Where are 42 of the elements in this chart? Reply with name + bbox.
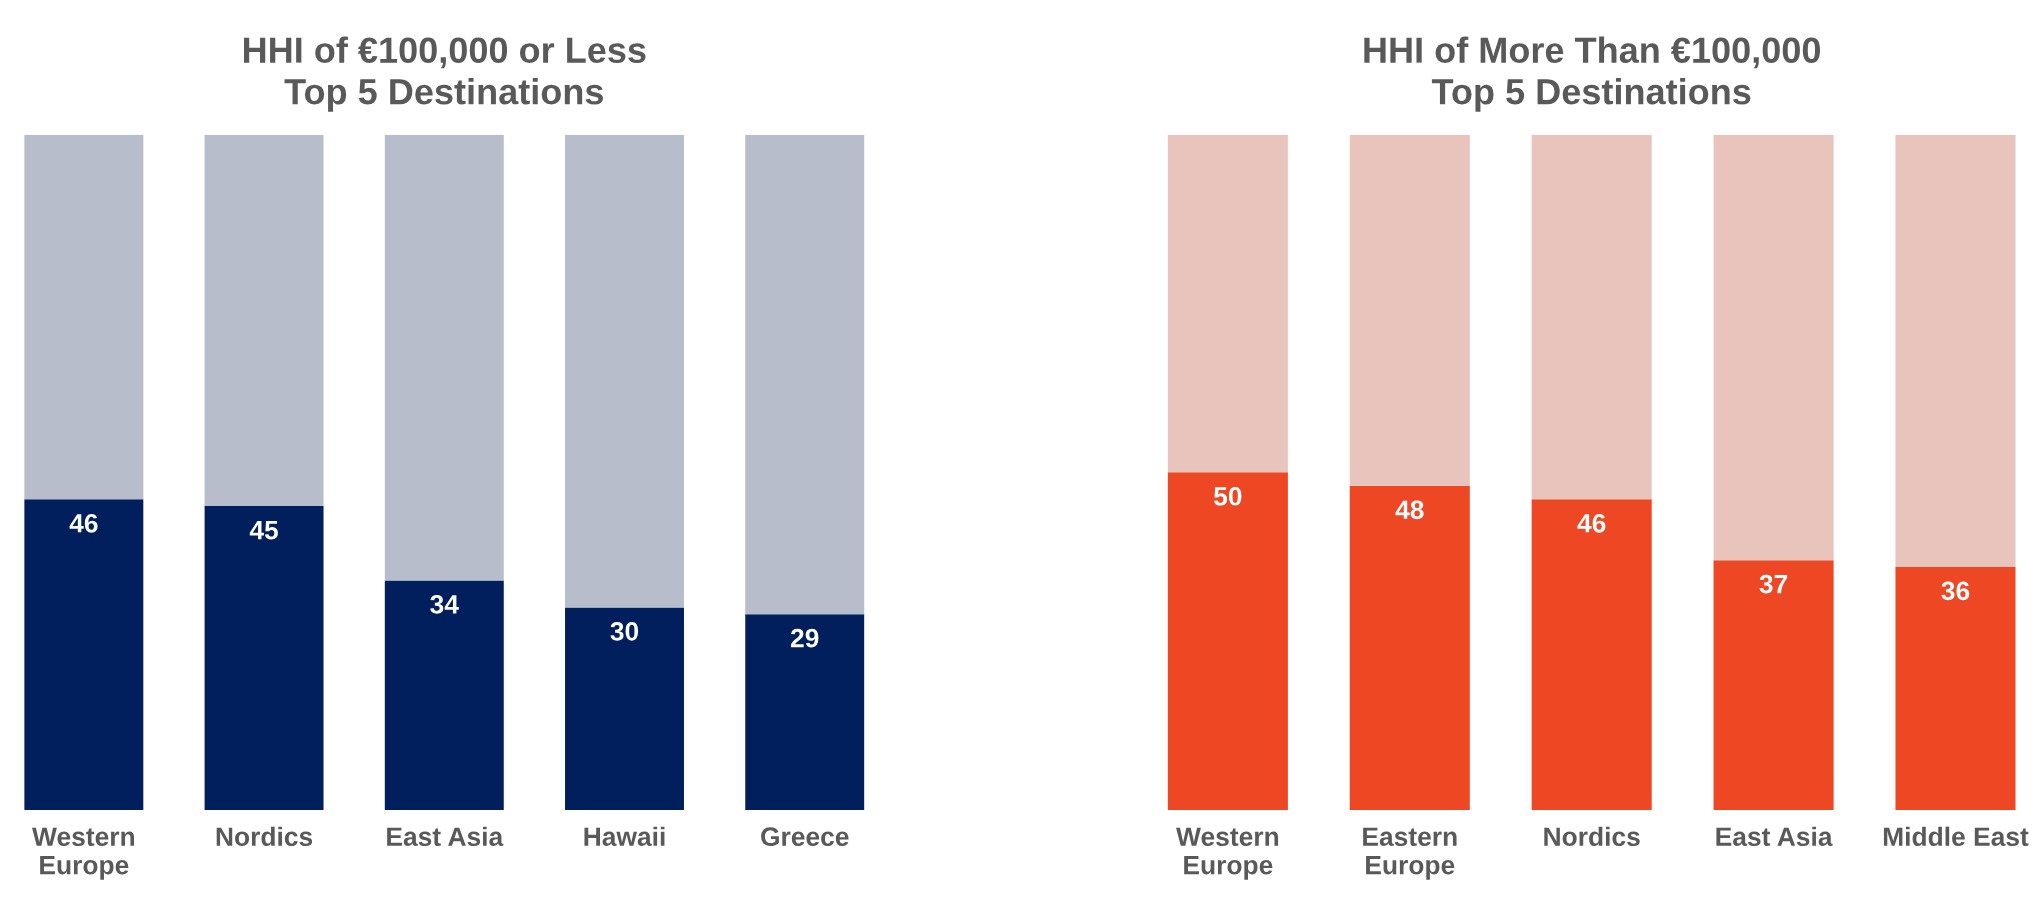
bar [1167, 472, 1288, 810]
data-label: 46 [1577, 513, 1606, 533]
chart-title: HHI of €100,000 or Less Top 5 Destinations [243, 36, 646, 112]
bar [204, 506, 324, 810]
bar [384, 134, 504, 581]
bar [384, 580, 504, 810]
x-tick-label: Greece [761, 827, 849, 847]
data-label: 50 [1214, 486, 1242, 506]
bar [24, 499, 144, 810]
bar [1531, 134, 1652, 500]
x-tick-label: Western Europe [32, 827, 135, 880]
data-label: 48 [1395, 500, 1424, 520]
x-tick-label: Eastern Europe [1363, 827, 1457, 880]
x-tick-label: Western Europe [1176, 827, 1279, 880]
bar [1531, 499, 1652, 810]
bar [745, 614, 865, 810]
data-label: 30 [610, 621, 639, 641]
bar [565, 134, 684, 608]
x-tick-label: Nordics [1544, 826, 1640, 847]
bar [1167, 134, 1288, 473]
bar [1349, 134, 1470, 486]
bar [1895, 566, 2016, 810]
x-tick-label: East Asia [387, 826, 504, 847]
x-tick-label: Hawaii [584, 826, 665, 847]
chart-title: HHI of More Than €100,000 Top 5 Destinations [1364, 36, 1820, 112]
data-label: 34 [430, 594, 459, 614]
bar [1713, 134, 1834, 561]
bar [1713, 560, 1834, 810]
x-tick-label: Nordics [216, 826, 313, 847]
x-tick-label: East Asia [1716, 826, 1833, 847]
data-label: 45 [249, 520, 279, 540]
bar [204, 134, 324, 507]
x-tick-label: Middle East [1883, 826, 2029, 847]
data-label: 46 [69, 513, 98, 533]
bar [1895, 134, 2016, 567]
data-label: 29 [790, 628, 819, 648]
data-label: 36 [1941, 581, 1970, 601]
bar [1349, 485, 1470, 810]
bar [565, 607, 684, 810]
bar [24, 134, 144, 500]
data-label: 37 [1759, 574, 1788, 594]
bar [745, 134, 865, 615]
